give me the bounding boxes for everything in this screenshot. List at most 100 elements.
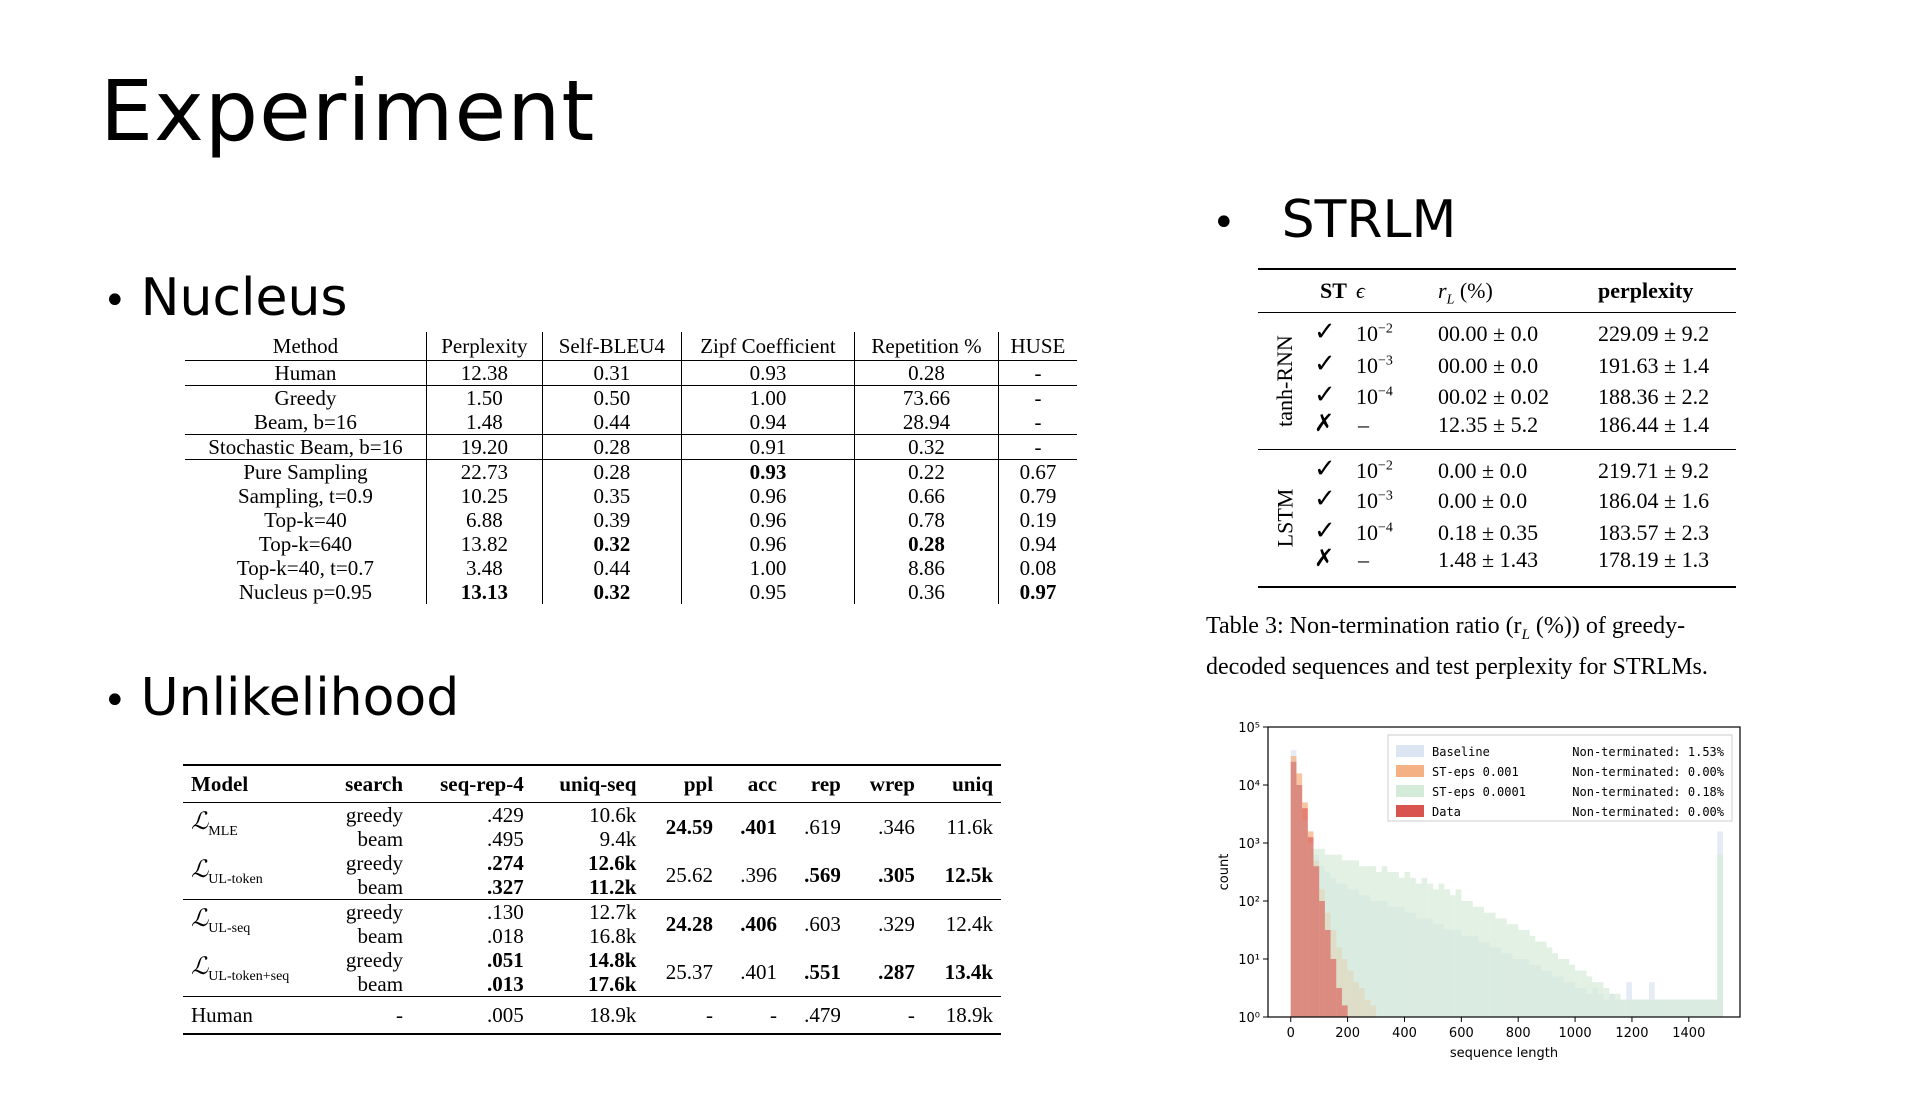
table-cell: 0.00 ± 0.0 (1438, 458, 1528, 483)
histogram-bar (1330, 959, 1337, 1017)
table-row: Nucleus p=0.95 13.13 0.32 0.95 0.36 0.97 (185, 580, 1077, 604)
table-cell: Greedy (185, 385, 427, 410)
histogram-bar (1341, 1005, 1348, 1017)
model-name: ℒMLE (183, 803, 321, 852)
table-cell: 0.94 (681, 410, 856, 435)
table-cell: 0.50 (542, 385, 682, 410)
rl-subscript: L (1446, 292, 1455, 308)
histogram-bar (1307, 837, 1314, 1017)
table-cell: 191.63 ± 1.4 (1598, 353, 1710, 378)
table-cell: – (1358, 547, 1369, 572)
table-cell: 22.73 (426, 459, 543, 484)
table-cell: 0.28 (542, 459, 682, 484)
histogram-bar (1683, 999, 1689, 1017)
histogram-bar (1546, 947, 1553, 1017)
check-icon: ✓ (1314, 317, 1336, 346)
table-row: Greedy 1.50 0.50 1.00 73.66 - (185, 385, 1077, 410)
y-tick-label: 10⁵ (1238, 721, 1260, 736)
strlm-group-tanh-rnn: tanh-RNN ✓ 10−2 00.00 ± 0.0 229.09 ± 9.2… (1258, 313, 1736, 450)
table-cell: 18.9k (531, 996, 645, 1035)
table-cell: 10.6k (589, 803, 637, 827)
table-cell: 188.36 ± 2.2 (1598, 384, 1710, 409)
histogram-bar (1393, 872, 1399, 1017)
table-cell: 0.96 (681, 532, 856, 556)
table-cell: Top-k=40 (185, 508, 427, 532)
cross-icon: ✗ (1314, 546, 1335, 572)
bullet-unlikelihood-label: Unlikelihood (140, 668, 460, 728)
table-cell: - (848, 996, 923, 1035)
table-cell: 0.00 ± 0.0 (1438, 488, 1528, 513)
x-tick-label: 1000 (1559, 1026, 1592, 1041)
col-header: rL (%) (1438, 278, 1493, 308)
table-cell: 0.28 (542, 434, 682, 460)
table-cell: .327 (486, 875, 524, 899)
table-cell: 0.78 (854, 508, 999, 532)
table-row: beam .327 11.2k (183, 875, 1001, 900)
table-cell: .551 (804, 960, 841, 984)
table-cell: 12.6k (587, 851, 637, 875)
table-cell: .051 (486, 948, 524, 972)
table-cell: - (644, 996, 722, 1035)
table-cell: Human (185, 360, 427, 386)
legend-note: Non-terminated: 0.00% (1572, 805, 1724, 819)
table-cell: greedy (345, 948, 404, 972)
model-subscript: UL-seq (208, 920, 251, 936)
col-header: Model (183, 764, 322, 803)
table-cell: 10−2 (1356, 458, 1393, 483)
col-header: ST (1320, 278, 1347, 303)
histogram-bar (1364, 866, 1371, 1017)
model-name: ℒUL-token+seq (183, 948, 321, 997)
table-cell: 10.25 (426, 484, 543, 508)
histogram-bar (1495, 918, 1502, 1017)
table-cell: greedy (345, 803, 404, 827)
table-cell: 219.71 ± 9.2 (1598, 458, 1710, 483)
y-axis-label: count (1217, 854, 1232, 891)
table-cell: .287 (878, 960, 915, 984)
table-cell: - (321, 996, 412, 1035)
histogram-bar (1387, 872, 1394, 1017)
table-cell: .495 (486, 827, 524, 851)
model-subscript: UL-token (208, 871, 263, 887)
histogram-bar (1626, 982, 1632, 1017)
table-cell: beam (357, 972, 404, 996)
table-cell: 10−4 (1356, 384, 1393, 409)
group-label: tanh-RNN (1272, 335, 1297, 427)
table-cell: Top-k=40, t=0.7 (185, 556, 427, 580)
table-cell: .429 (486, 803, 524, 827)
histogram-bar (1461, 901, 1468, 1017)
caption-text: (%)) of greedy- (1529, 613, 1686, 639)
table-cell: 13.4k (944, 960, 993, 984)
histogram-bar (1558, 959, 1564, 1017)
y-tick-label: 10⁴ (1238, 779, 1260, 794)
table-cell: 3.48 (426, 556, 543, 580)
x-tick-label: 400 (1392, 1026, 1417, 1041)
histogram-bar (1518, 930, 1524, 1017)
table-cell: 0.32 (542, 580, 682, 604)
table-cell: .406 (721, 899, 785, 948)
histogram-bar (1523, 930, 1530, 1017)
model-symbol: ℒ (191, 809, 209, 836)
histogram-bar (1302, 808, 1308, 1017)
col-header: acc (721, 764, 785, 803)
y-tick-label: 10⁰ (1238, 1011, 1260, 1026)
histogram-bar (1506, 924, 1513, 1017)
table-cell: 0.96 (681, 484, 856, 508)
histogram-bar (1489, 912, 1496, 1017)
histogram-bar (1478, 906, 1485, 1017)
table-row: ℒUL-token+seq greedy .051 14.8k 25.37 .4… (183, 948, 1001, 984)
histogram-bar (1569, 964, 1576, 1017)
histogram-bar (1296, 785, 1303, 1017)
model-name: ℒUL-seq (183, 899, 322, 948)
table-cell: 0.28 (854, 360, 999, 386)
y-tick-label: 10¹ (1238, 953, 1260, 968)
table-row: ℒMLE greedy .429 10.6k 24.59 .401 .619 .… (183, 803, 1001, 839)
plot-frame (1267, 726, 1741, 1018)
histogram-bar (1398, 877, 1405, 1017)
table-cell: 178.19 ± 1.3 (1598, 547, 1710, 572)
table-cell: .305 (878, 863, 915, 887)
histogram-bar (1449, 895, 1456, 1017)
table-cell: 0.18 ± 0.35 (1438, 520, 1539, 545)
table-cell: 24.59 (665, 815, 714, 839)
table-cell: beam (357, 827, 404, 851)
col-header: rep (784, 764, 849, 803)
